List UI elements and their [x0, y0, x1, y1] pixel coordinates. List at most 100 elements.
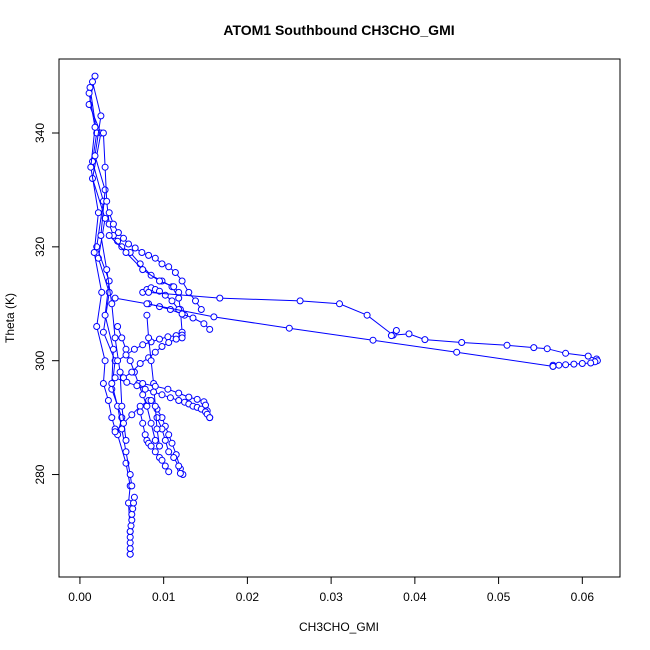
data-series	[387, 327, 400, 340]
data-point	[175, 294, 183, 302]
data-point	[126, 528, 134, 535]
data-point	[587, 359, 595, 367]
data-point	[85, 89, 93, 97]
data-point	[136, 260, 144, 268]
data-point	[103, 197, 111, 205]
data-point	[210, 313, 218, 321]
data-point	[90, 249, 98, 256]
data-point	[151, 382, 159, 390]
data-point	[197, 306, 205, 313]
data-point	[562, 361, 570, 369]
y-tick-label: 320	[33, 237, 47, 257]
data-point	[164, 385, 172, 393]
data-point	[126, 471, 134, 478]
data-point	[285, 324, 293, 332]
data-point	[120, 419, 127, 427]
data-point	[143, 300, 151, 308]
x-axis: 0.00 0.01 0.02 0.03 0.04 0.05 0.06	[68, 576, 595, 604]
x-tick-label: 0.05	[487, 590, 511, 604]
data-point	[158, 456, 166, 464]
data-series	[126, 493, 138, 558]
data-point	[99, 129, 107, 137]
data-point	[138, 249, 146, 256]
chart-title: ATOM1 Southbound CH3CHO_GMI	[223, 22, 454, 38]
x-tick-label: 0.04	[403, 590, 427, 604]
data-point	[200, 320, 208, 328]
data-point	[175, 462, 183, 470]
data-point	[101, 357, 109, 365]
y-axis-label: Theta (K)	[3, 293, 17, 343]
data-point	[99, 380, 107, 387]
data-point	[543, 345, 551, 353]
data-point	[87, 163, 95, 171]
data-point	[141, 385, 149, 393]
x-tick-label: 0.06	[571, 590, 595, 604]
data-point	[114, 357, 122, 365]
data-point	[151, 254, 159, 262]
data-point	[147, 419, 155, 427]
data-series	[85, 89, 119, 433]
data-series	[153, 414, 184, 477]
data-point	[164, 333, 172, 341]
data-point	[99, 328, 107, 336]
data-point	[128, 482, 136, 490]
data-point	[91, 123, 99, 131]
data-point	[369, 336, 377, 344]
series-layer	[85, 72, 601, 558]
data-point	[126, 357, 134, 365]
data-series	[114, 323, 159, 444]
data-point	[156, 277, 163, 285]
data-point	[158, 260, 166, 268]
data-point	[136, 408, 144, 416]
data-point	[206, 414, 214, 422]
data-point	[170, 454, 178, 461]
data-series	[120, 334, 186, 382]
data-point	[126, 550, 134, 558]
data-point	[122, 249, 130, 256]
data-point	[126, 545, 134, 552]
data-point	[405, 330, 413, 338]
data-point	[175, 288, 183, 296]
data-point	[170, 283, 178, 291]
data-series	[86, 84, 136, 490]
data-point	[108, 300, 116, 308]
data-point	[98, 288, 106, 296]
data-point	[165, 339, 173, 346]
data-point	[91, 72, 99, 80]
data-point	[216, 294, 224, 302]
data-point	[108, 414, 116, 422]
x-tick-label: 0.02	[236, 590, 260, 604]
data-point	[111, 428, 119, 436]
data-point	[139, 391, 147, 399]
x-tick-label: 0.00	[68, 590, 92, 604]
data-series	[143, 311, 163, 450]
data-point	[189, 314, 197, 322]
data-point	[97, 232, 105, 239]
data-point	[89, 158, 96, 165]
data-point	[133, 382, 141, 390]
data-series	[145, 288, 601, 370]
data-series	[105, 209, 205, 313]
data-point	[151, 436, 159, 444]
series-line	[108, 212, 202, 310]
data-point	[168, 297, 176, 305]
data-point	[120, 234, 127, 242]
data-point	[111, 374, 119, 382]
y-tick-label: 300	[33, 350, 47, 370]
data-point	[153, 414, 161, 422]
data-point	[130, 499, 137, 507]
data-point	[175, 389, 183, 397]
data-point	[129, 505, 137, 513]
data-point	[105, 209, 113, 217]
data-point	[114, 323, 122, 330]
data-point	[584, 352, 592, 360]
data-point	[109, 345, 117, 353]
data-point	[122, 448, 130, 456]
data-point	[147, 397, 155, 404]
data-point	[103, 266, 111, 274]
data-point	[421, 336, 429, 344]
data-point	[145, 288, 153, 296]
data-point	[111, 334, 119, 342]
x-tick-label: 0.03	[319, 590, 343, 604]
